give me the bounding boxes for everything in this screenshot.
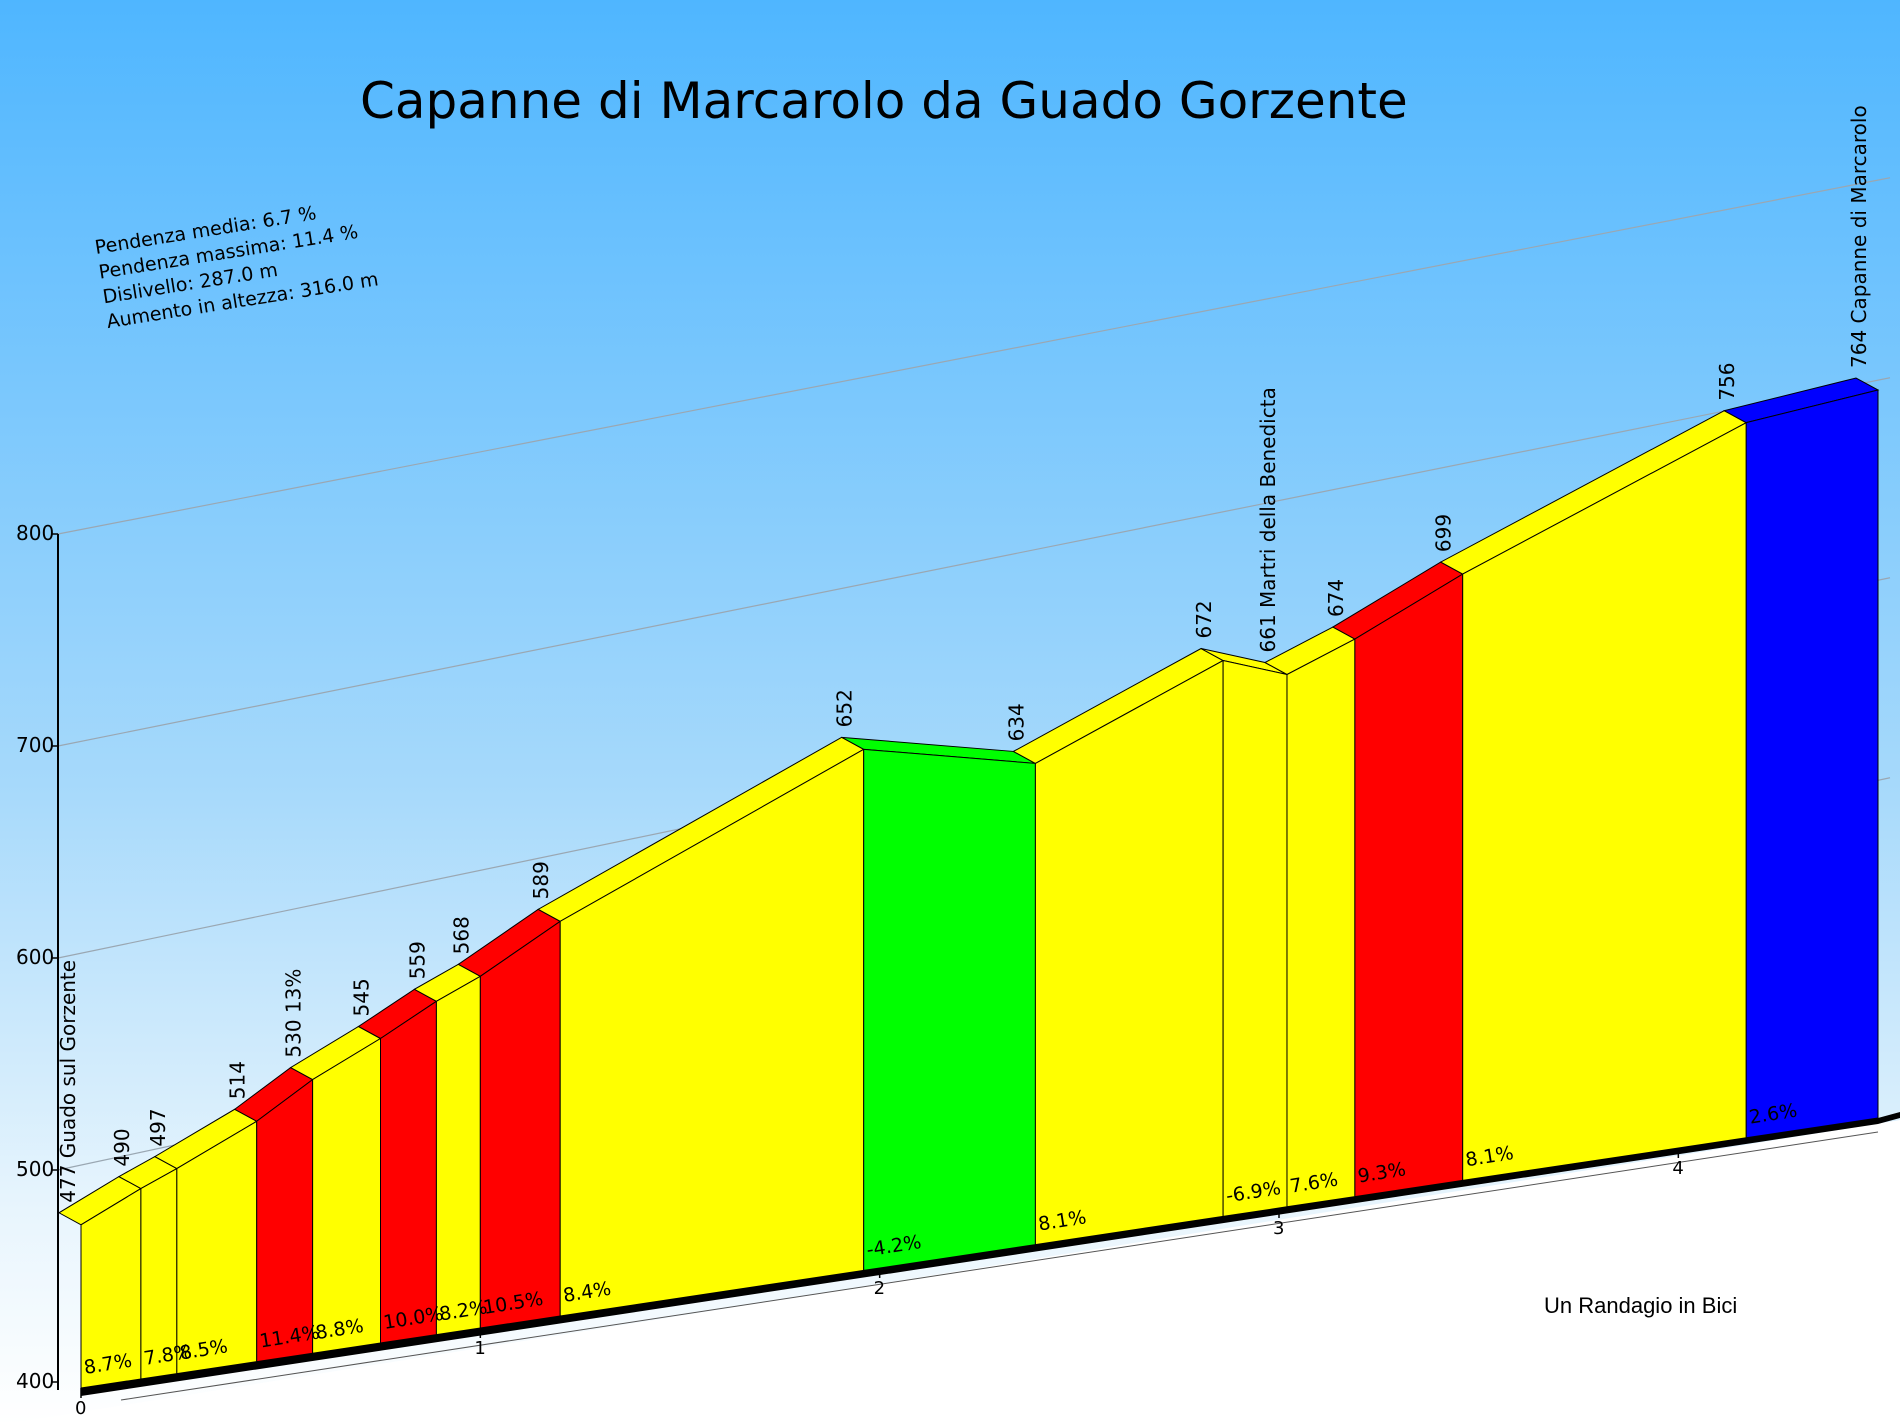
segment-front-face [312,1037,381,1354]
elevation-label: 764 Capanne di Marcarolo [1847,105,1871,368]
grid-line [57,377,1891,747]
baseline-shadow [120,1131,1879,1401]
elevation-label: 589 [529,861,553,899]
segment-front-face [479,920,561,1329]
segment-group [357,988,438,1344]
x-tick-label: 2 [874,1278,885,1299]
segment-front-face [863,748,1036,1271]
elevation-label: 756 [1715,362,1739,400]
segment-front-face [1745,389,1879,1139]
segment-group [57,1175,142,1389]
x-tick-label: 3 [1273,1218,1284,1239]
ground-area [0,1120,1900,1425]
y-tick-label: 700 [16,733,54,757]
elevation-label: 559 [405,941,429,979]
segment-group [1263,626,1356,1208]
elevation-label: 674 [1324,579,1348,617]
x-tick-label: 0 [75,1398,86,1419]
y-tick-label: 800 [16,521,54,545]
elevation-label: 634 [1004,703,1028,741]
chart-title: Capanne di Marcarolo da Guado Gorzente [360,72,1408,130]
y-tick-label: 500 [16,1157,54,1181]
y-axis: 400 500 600 700 800 [16,521,59,1393]
segment-front-face [380,1000,437,1344]
segment-front-face [1286,638,1356,1208]
elevation-label: 477 Guado sul Gorzente [56,960,80,1203]
elevation-label: 514 [226,1061,250,1099]
elevation-label: 490 [110,1128,134,1166]
segment-group [1722,377,1880,1139]
x-tick-label: 4 [1672,1158,1683,1179]
x-tick-label: 1 [474,1338,485,1359]
segment-group [413,963,482,1336]
elevation-label: 672 [1192,600,1216,638]
segment-front-face [1354,573,1464,1198]
elevation-label: 545 [350,978,374,1016]
elevation-label: 530 13% [282,969,306,1058]
segment-front-face [435,975,481,1336]
baseline-strip [81,1112,1900,1396]
segment-front-face [256,1078,314,1363]
labels-layer: 477 Guado sul Gorzente 490 497 514 530 13% 54… [56,105,1871,1379]
credit-text: Un Randagio in Bici [1544,1293,1737,1318]
x-axis: 0 1 2 3 4 [75,1112,1900,1419]
elevation-label: 699 [1432,514,1456,552]
elevation-label: 568 [449,916,473,954]
segments-layer [57,377,1880,1389]
segment-front-face [1222,659,1288,1217]
segment-front-face [1034,659,1224,1246]
y-tick-label: 400 [16,1369,54,1393]
elevation-label: 661 Martri della Benedicta [1256,387,1280,652]
segment-group [1012,647,1225,1246]
segment-group [1331,561,1464,1198]
y-tick-label: 600 [16,945,54,969]
segment-group [841,736,1036,1271]
elevation-label: 652 [833,689,857,727]
elevation-label: 497 [146,1108,170,1146]
grid-line [57,177,1891,535]
